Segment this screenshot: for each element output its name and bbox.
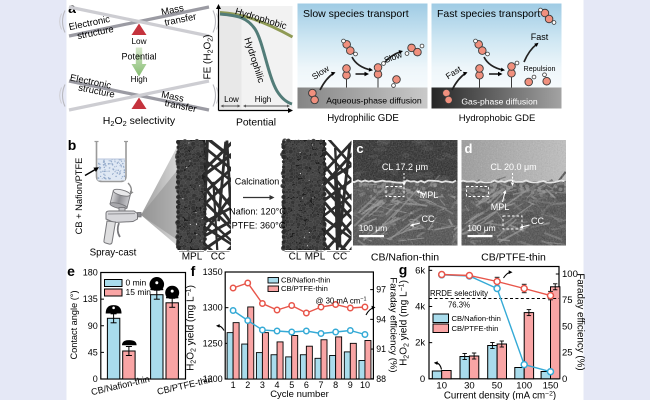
svg-text:94: 94 bbox=[376, 314, 386, 324]
svg-text:Cycle number: Cycle number bbox=[270, 389, 329, 400]
svg-text:CB/PTFE-thin: CB/PTFE-thin bbox=[281, 284, 328, 293]
svg-text:97: 97 bbox=[376, 285, 386, 295]
svg-text:1200: 1200 bbox=[203, 374, 223, 384]
svg-text:f: f bbox=[191, 263, 196, 279]
svg-text:CC: CC bbox=[211, 252, 225, 263]
svg-text:High: High bbox=[255, 95, 271, 104]
svg-text:1300: 1300 bbox=[203, 303, 223, 313]
svg-text:135: 135 bbox=[83, 294, 98, 304]
svg-text:Fast species transport: Fast species transport bbox=[437, 8, 540, 20]
svg-text:CL 20.0 μm: CL 20.0 μm bbox=[490, 162, 536, 172]
svg-text:15 min: 15 min bbox=[126, 287, 152, 297]
svg-text:CL 17.2 μm: CL 17.2 μm bbox=[382, 162, 428, 172]
svg-text:100: 100 bbox=[562, 269, 578, 280]
svg-text:100 μm: 100 μm bbox=[359, 223, 388, 233]
svg-text:CB/Nafion-thin: CB/Nafion-thin bbox=[281, 276, 330, 285]
svg-text:100 μm: 100 μm bbox=[467, 223, 496, 233]
svg-text:5: 5 bbox=[289, 380, 294, 390]
svg-text:50: 50 bbox=[562, 321, 573, 332]
svg-text:MPL: MPL bbox=[420, 190, 439, 200]
svg-text:e: e bbox=[67, 263, 75, 279]
svg-text:0: 0 bbox=[420, 374, 425, 385]
svg-text:FE (H2​O2​): FE (H2​O2​) bbox=[203, 34, 215, 79]
svg-text:0 min: 0 min bbox=[126, 278, 147, 288]
svg-text:150: 150 bbox=[543, 381, 559, 392]
svg-text:Fast: Fast bbox=[531, 32, 549, 42]
svg-text:Potential: Potential bbox=[236, 118, 276, 129]
svg-text:CC: CC bbox=[422, 214, 435, 224]
svg-text:MPL: MPL bbox=[305, 252, 326, 263]
svg-text:45: 45 bbox=[88, 347, 98, 357]
svg-text:RRDE selectivity: RRDE selectivity bbox=[430, 289, 488, 298]
svg-text:CB/Nafion-thin: CB/Nafion-thin bbox=[452, 314, 501, 323]
svg-text:CC: CC bbox=[531, 216, 544, 226]
svg-text:4: 4 bbox=[275, 380, 280, 390]
svg-text:c: c bbox=[356, 141, 363, 156]
svg-text:Mass: Mass bbox=[160, 3, 185, 18]
svg-text:Hydrophobic GDE: Hydrophobic GDE bbox=[459, 113, 536, 124]
svg-text:Contact angle (°): Contact angle (°) bbox=[69, 290, 79, 359]
svg-text:PTFE: 360°C: PTFE: 360°C bbox=[232, 221, 286, 231]
svg-text:180: 180 bbox=[83, 268, 98, 278]
svg-text:Nafion: 120°C: Nafion: 120°C bbox=[229, 207, 286, 217]
svg-text:CC: CC bbox=[333, 252, 347, 263]
svg-text:88: 88 bbox=[376, 374, 386, 384]
svg-text:g: g bbox=[399, 262, 408, 278]
svg-text:10: 10 bbox=[360, 380, 370, 390]
svg-text:CB/Nafion-thin: CB/Nafion-thin bbox=[371, 252, 439, 264]
svg-text:Potential: Potential bbox=[121, 52, 156, 62]
svg-text:H2​O2​ yield (mg L−1​): H2​O2​ yield (mg L−1​) bbox=[186, 285, 198, 371]
svg-text:Gas-phase diffusion: Gas-phase diffusion bbox=[461, 97, 537, 107]
svg-text:1250: 1250 bbox=[203, 338, 223, 348]
svg-text:76.3%: 76.3% bbox=[448, 301, 470, 310]
svg-text:1: 1 bbox=[231, 380, 236, 390]
svg-text:2k: 2k bbox=[415, 338, 425, 349]
svg-text:Aqueous-phase diffusion: Aqueous-phase diffusion bbox=[326, 95, 422, 105]
svg-text:10: 10 bbox=[436, 381, 447, 392]
svg-text:CL: CL bbox=[289, 252, 302, 263]
svg-text:9: 9 bbox=[348, 380, 353, 390]
svg-text:H2​O2​ selectivity: H2​O2​ selectivity bbox=[103, 115, 176, 128]
svg-text:@ 30 mA cm−1​: @ 30 mA cm−1​ bbox=[316, 297, 367, 306]
svg-text:3: 3 bbox=[260, 380, 265, 390]
svg-text:2: 2 bbox=[245, 380, 250, 390]
svg-text:0: 0 bbox=[562, 374, 567, 385]
svg-text:25: 25 bbox=[562, 348, 573, 359]
svg-text:b: b bbox=[68, 137, 77, 153]
svg-text:Faraday efficiency (%): Faraday efficiency (%) bbox=[575, 273, 586, 370]
svg-text:Current density (mA cm−2​): Current density (mA cm−2​) bbox=[444, 391, 556, 400]
svg-text:6k: 6k bbox=[415, 265, 425, 276]
svg-text:30: 30 bbox=[464, 381, 475, 392]
svg-text:CB + Nafion/PTFE: CB + Nafion/PTFE bbox=[74, 158, 84, 235]
svg-text:High: High bbox=[131, 75, 148, 84]
svg-text:100: 100 bbox=[516, 381, 532, 392]
svg-text:Low: Low bbox=[224, 95, 239, 104]
svg-text:MPL: MPL bbox=[182, 252, 203, 263]
svg-text:Spray-cast: Spray-cast bbox=[90, 248, 137, 259]
svg-text:50: 50 bbox=[492, 381, 503, 392]
svg-text:Low: Low bbox=[131, 37, 146, 46]
svg-text:Slow species transport: Slow species transport bbox=[303, 8, 409, 20]
svg-text:0: 0 bbox=[93, 374, 98, 384]
svg-text:8: 8 bbox=[333, 380, 338, 390]
svg-text:Repulsion: Repulsion bbox=[524, 64, 556, 73]
svg-text:Hydrophilic GDE: Hydrophilic GDE bbox=[327, 113, 399, 124]
svg-text:MPL: MPL bbox=[491, 202, 510, 212]
svg-text:7: 7 bbox=[318, 380, 323, 390]
svg-text:CB/PTFE-thin: CB/PTFE-thin bbox=[452, 324, 499, 333]
svg-text:90: 90 bbox=[88, 321, 98, 331]
svg-text:CB/PTFE-thin: CB/PTFE-thin bbox=[481, 252, 546, 264]
svg-text:91: 91 bbox=[376, 344, 386, 354]
svg-text:6: 6 bbox=[304, 380, 309, 390]
svg-text:Calcination: Calcination bbox=[235, 177, 280, 187]
svg-text:75: 75 bbox=[562, 295, 573, 306]
svg-text:1350: 1350 bbox=[203, 267, 223, 277]
svg-text:4k: 4k bbox=[415, 301, 425, 312]
svg-text:d: d bbox=[465, 141, 473, 156]
svg-text:H2​O2​ yield (mg L−1​): H2​O2​ yield (mg L−1​) bbox=[399, 280, 411, 366]
svg-text:Mass: Mass bbox=[160, 89, 185, 104]
svg-text:Faraday efficiency (%): Faraday efficiency (%) bbox=[388, 277, 399, 372]
